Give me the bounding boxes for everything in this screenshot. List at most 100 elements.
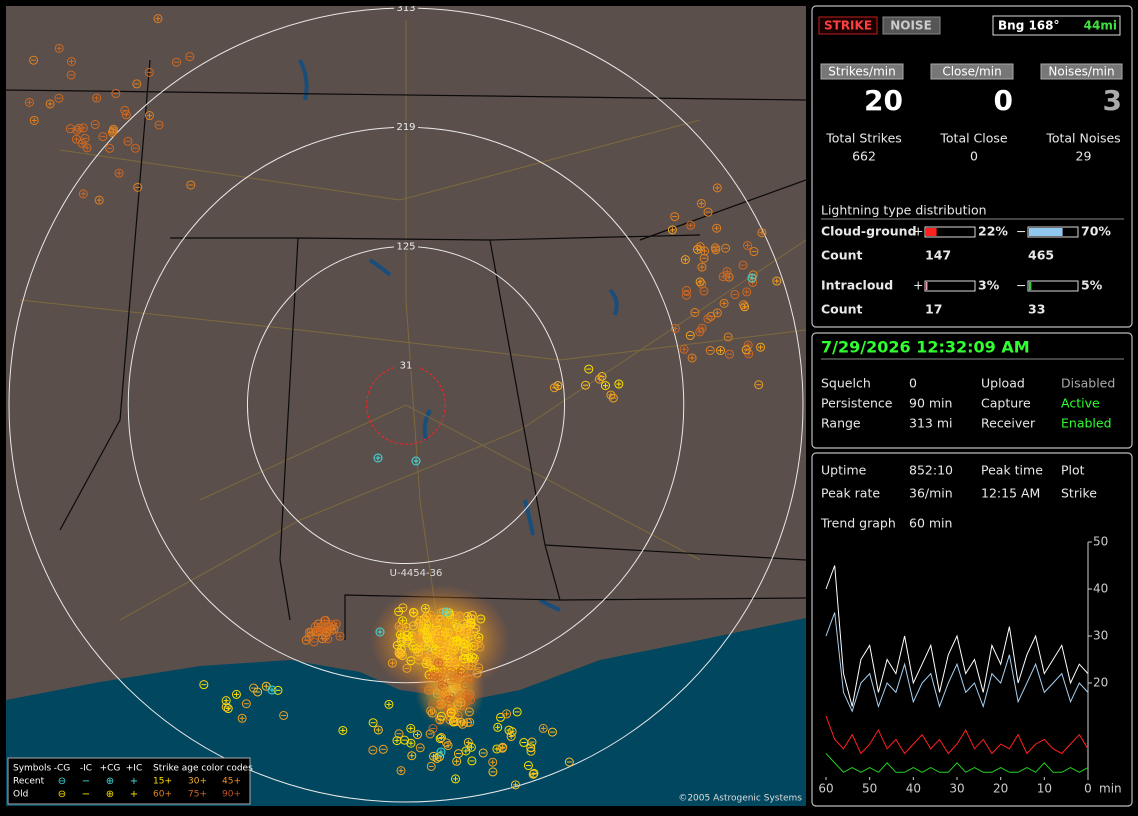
marker-ring [444, 695, 454, 705]
marker-ring [715, 346, 725, 356]
strike-marker [538, 723, 548, 733]
trend-line [825, 753, 1089, 773]
bearing-box [992, 15, 1121, 36]
strike-marker [754, 380, 764, 390]
marker-ring [446, 708, 456, 718]
strike-marker [237, 713, 247, 723]
stats-rows: Uptime 852:10 Peak time Plot Peak rate 36/min… [821, 463, 1097, 501]
ring-label: 125 [396, 241, 415, 252]
strike-marker [415, 639, 425, 649]
strike-marker [719, 298, 729, 308]
bar-fill [926, 282, 928, 290]
strike-marker [449, 656, 459, 666]
strike-marker [741, 345, 751, 355]
marker-ring [439, 689, 449, 699]
strike-marker [488, 767, 498, 777]
strike-marker [712, 308, 722, 318]
marker-ring [437, 681, 447, 691]
marker-ring [429, 672, 439, 682]
state-lines [6, 59, 806, 640]
strike-marker [504, 725, 514, 735]
marker-ring [455, 611, 465, 621]
marker-ring [741, 345, 751, 355]
marker-ring [123, 136, 133, 146]
bar-track [924, 280, 976, 292]
field: 0 [909, 376, 917, 391]
strike-marker [453, 749, 463, 759]
legend-row: Old [13, 790, 28, 800]
copyright: ©2005 Astrogenic Systems [678, 794, 802, 804]
field: 12:15 AM [981, 486, 1040, 501]
sign: + [913, 224, 923, 239]
marker-ring [433, 635, 443, 645]
strike-marker [392, 736, 402, 746]
legend-age: 30+ [188, 777, 207, 787]
svg-text:⊖: ⊖ [58, 789, 66, 800]
marker-ring [186, 180, 196, 190]
marker-ring [493, 722, 503, 732]
marker-ring [94, 195, 104, 205]
strike-marker [368, 745, 378, 755]
marker-ring [144, 67, 154, 77]
marker-ring [29, 55, 39, 65]
strike-marker [368, 718, 378, 728]
strike-marker [443, 741, 453, 751]
marker-ring [428, 724, 438, 734]
strike-marker [432, 689, 442, 699]
strike-button[interactable] [818, 16, 878, 35]
field: 36/min [909, 486, 953, 501]
legend-age: 90+ [222, 790, 241, 800]
strike-marker [712, 183, 722, 193]
strike-marker [443, 627, 453, 637]
sign: − [1016, 278, 1026, 293]
total-value: 0 [970, 149, 978, 164]
strike-marker [54, 43, 64, 53]
ring-label-bg [394, 240, 418, 252]
strike-marker [695, 277, 705, 287]
strike-marker [428, 699, 438, 709]
distribution: Cloud-ground+ 22%147− 70%465CountIntraclou… [821, 224, 1111, 317]
strike-marker [679, 344, 689, 354]
bar-track [1027, 280, 1079, 292]
marker-ring [422, 633, 432, 643]
marker-ring [426, 624, 436, 634]
strike-marker [221, 702, 231, 712]
rates: Strikes/min 20 Total Strikes 662 Close/min 0 T… [820, 63, 1123, 164]
strike-marker [429, 672, 439, 682]
marker-ring [581, 380, 591, 390]
strike-marker [54, 93, 64, 103]
marker-ring [415, 743, 425, 753]
strike-marker [437, 681, 447, 691]
marker-ring [317, 634, 327, 644]
field: Capture [981, 396, 1031, 411]
marker-ring [133, 182, 143, 192]
strike-marker [476, 614, 486, 624]
marker-ring [681, 290, 691, 300]
strike-marker [132, 79, 142, 89]
strike-marker [454, 641, 464, 651]
x-tick-label: 30 [949, 782, 964, 796]
strike-marker [456, 666, 466, 676]
strike-marker [420, 650, 430, 660]
legend-title: Symbols [13, 764, 52, 774]
marker-ring [54, 43, 64, 53]
rate-label: Strikes/min [828, 65, 895, 79]
marker-ring [465, 673, 475, 683]
strike-marker [425, 729, 435, 739]
field: 852:10 [909, 463, 953, 478]
marker-ring [614, 379, 624, 389]
marker-ring [429, 669, 439, 679]
marker-ring [108, 126, 118, 136]
marker-ring [394, 607, 404, 617]
marker-ring [690, 308, 700, 318]
noise-button[interactable] [882, 16, 941, 35]
strike-marker [772, 276, 782, 286]
strike-marker [594, 374, 604, 384]
strike-marker [78, 189, 88, 199]
strike-marker [462, 696, 472, 706]
strike-marker [154, 120, 164, 130]
percent: 5% [1081, 278, 1103, 293]
marker-ring [432, 689, 442, 699]
stats-panel [811, 452, 1133, 807]
